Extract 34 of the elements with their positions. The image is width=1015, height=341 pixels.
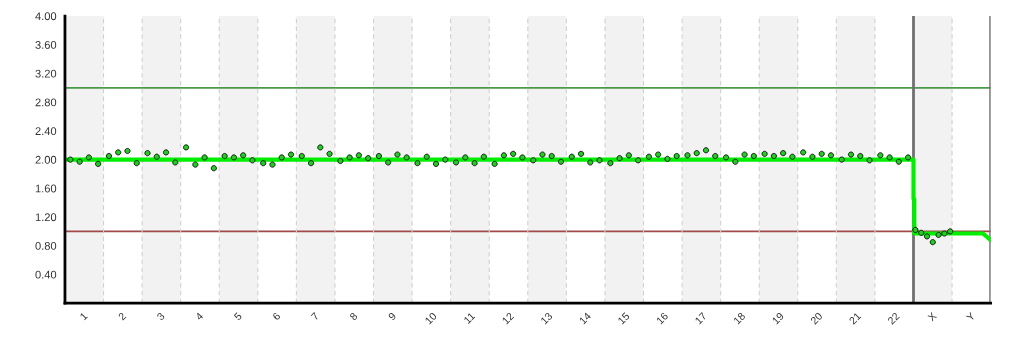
y-tick-label: 0.40 [35,270,57,279]
x-tick-label: Y [965,311,976,322]
x-tick-label: 6 [272,312,281,321]
y-tick-label: 1.20 [35,213,57,222]
x-tick-label: 16 [656,312,669,325]
y-tick-label: 2.40 [35,127,57,136]
x-tick-label: 17 [694,312,707,325]
x-tick-label: 9 [387,312,397,321]
x-tick-label: 8 [349,312,358,321]
x-tick-label: 15 [617,312,630,325]
x-tick-label: 12 [501,312,515,325]
x-tick-label: 2 [117,312,127,321]
x-tick-label: 5 [233,312,243,321]
x-tick-label: 3 [156,312,166,321]
x-tick-label: 11 [463,312,476,324]
x-tick-label: 18 [733,312,746,325]
x-tick-label: 14 [578,311,592,325]
x-tick-label: X [927,311,937,322]
y-tick-label: 2.00 [35,155,57,164]
y-tick-label: 3.60 [35,41,57,49]
x-tick-label: 13 [540,312,553,325]
x-tick-label: 20 [810,311,823,325]
y-tick-label: 2.80 [35,98,57,107]
x-tick-label: 7 [310,312,320,321]
x-tick-label: 21 [848,312,862,325]
y-tick-label: 1.60 [35,184,57,193]
x-tick-label: 10 [424,311,438,325]
x-tick-label: 4 [194,311,204,321]
y-tick-label: 0.80 [35,241,57,250]
y-tick-label: 3.20 [35,69,57,78]
y-tick-label: 4.00 [35,12,57,21]
x-tick-label: 22 [887,312,900,325]
x-tick-label: 1 [79,312,88,321]
x-tick-label: 19 [771,312,785,325]
